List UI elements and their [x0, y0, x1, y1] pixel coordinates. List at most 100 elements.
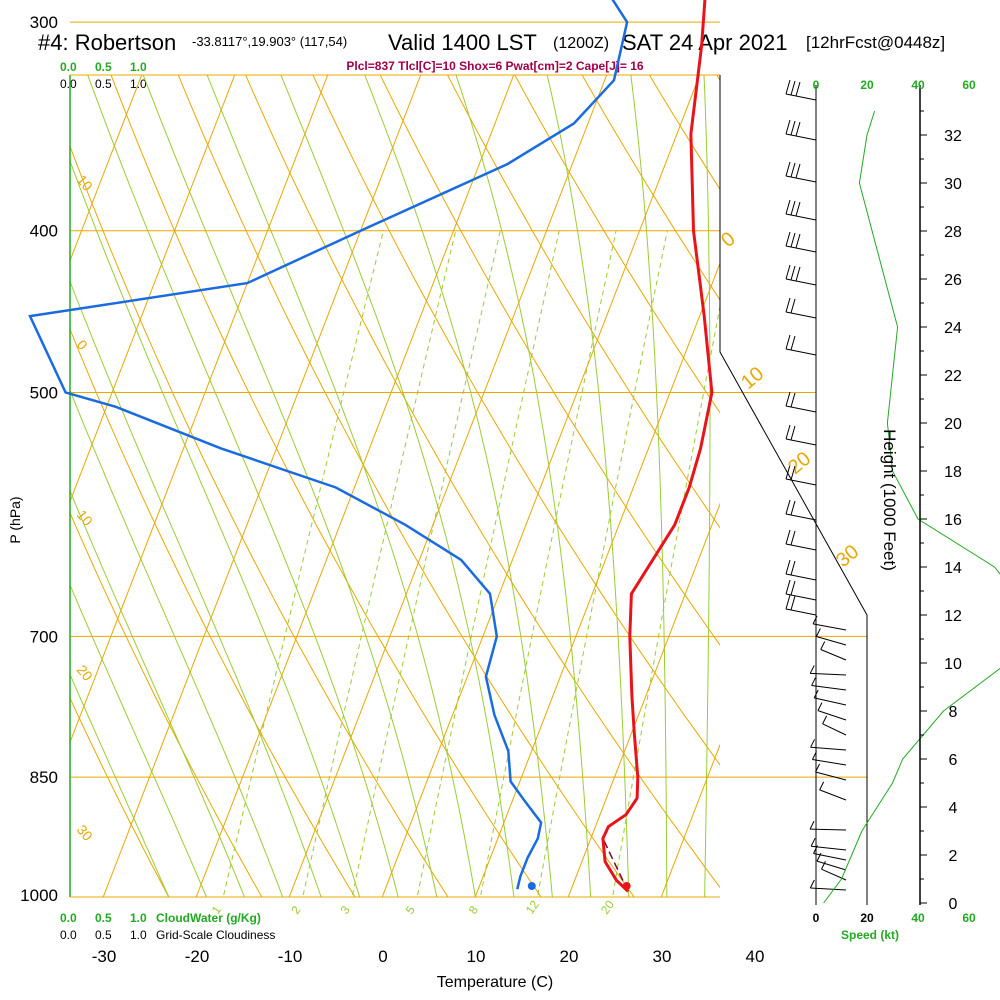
cloud-scale-bottom-black: 0.0 0.5 1.0 Grid-Scale Cloudiness — [60, 928, 275, 942]
x-axis-label: Temperature (C) — [437, 974, 553, 991]
height-tick-label: 32 — [944, 128, 962, 145]
wind-barb — [785, 199, 817, 221]
speed-axis-top: 0 20 40 60 — [813, 78, 976, 92]
chart-title-coords: -33.8117°,19.903° (117,54) — [192, 34, 347, 49]
moist-adiabat-line — [70, 583, 208, 897]
wind-barb — [785, 594, 817, 616]
mixing-ratio-line — [351, 230, 501, 896]
height-tick-label: 26 — [944, 272, 962, 289]
moist-adiabats — [70, 75, 711, 897]
height-tick-label: 30 — [944, 176, 962, 193]
wind-barb — [785, 499, 817, 521]
theta-label: 30 — [74, 822, 96, 844]
moist-adiabat-line — [142, 75, 438, 897]
temperature-tick-label: 20 — [560, 947, 579, 966]
dry-adiabat-line — [963, 0, 1000, 930]
dry-adiabat-line — [245, 75, 720, 889]
isotherm-line — [0, 0, 39, 930]
moist-adiabat-line — [87, 75, 399, 897]
isotherm-line — [474, 261, 720, 897]
speed-bottom-tick: 40 — [911, 911, 925, 925]
cloud-scale-top-green: 0.0 0.5 1.0 — [60, 60, 147, 74]
height-axis-label: Height (1000 Feet) — [880, 429, 899, 571]
cloud-scale-top-black-tick: 0.0 — [60, 77, 77, 91]
temperature-tick-label: 0 — [378, 947, 387, 966]
cloud-scale-bottom-black-tick: 0.0 — [60, 928, 77, 942]
mixing-ratio-lines — [223, 230, 720, 896]
height-tick-label: 8 — [949, 704, 958, 721]
series-parcel-line — [602, 838, 629, 892]
speed-bottom-tick: 20 — [860, 911, 874, 925]
moist-adiabat-line — [630, 75, 668, 897]
wind-barb — [785, 334, 817, 356]
isotherm-line — [70, 75, 329, 744]
wind-barb — [785, 297, 817, 319]
dry-adiabat-line — [70, 327, 356, 897]
wind-panel-outline — [719, 75, 868, 905]
wind-barb — [820, 641, 847, 661]
y-axis-label: P (hPa) — [7, 496, 23, 543]
height-tick-label: 2 — [949, 848, 958, 865]
chart-subtitle: Plcl=837 Tlcl[C]=10 Shox=6 Pwat[cm]=2 Ca… — [346, 59, 643, 73]
wind-barb — [822, 715, 847, 736]
thetae-label: 30 — [832, 541, 863, 572]
theta-label: 10 — [74, 172, 96, 194]
wind-barb — [813, 845, 847, 861]
wind-barb — [785, 464, 817, 486]
cloud-scale-bottom-green-tick: 0.5 — [95, 911, 112, 925]
dry-adiabat-line — [514, 75, 720, 414]
height-tick-label: 12 — [944, 608, 962, 625]
theta-label: 10 — [74, 507, 96, 529]
pressure-tick-label: 500 — [30, 383, 58, 402]
speed-bottom-tick: 60 — [962, 911, 976, 925]
height-tick-label: 4 — [949, 800, 958, 817]
wind-barb — [785, 424, 817, 446]
moist-adiabat-line — [70, 489, 246, 897]
cloud-scale-top-green-tick: 1.0 — [130, 60, 147, 74]
wind-barb — [785, 119, 817, 141]
moist-adiabat-line — [70, 389, 284, 897]
height-tick-label: 0 — [949, 896, 958, 913]
mixing-ratio-label: 3 — [337, 903, 352, 917]
cloud-scale-top-black: 0.0 0.5 1.0 — [60, 77, 147, 91]
surface-dewpoint-point — [527, 882, 536, 890]
series-temperature-line — [601, 0, 714, 893]
chart-title-date: SAT 24 Apr 2021 — [622, 30, 788, 55]
chart-title-valid: Valid 1400 LST — [388, 30, 537, 55]
theta-label: 20 — [74, 662, 96, 684]
dry-adiabat-line — [70, 511, 263, 897]
dry-adiabat-line — [70, 696, 170, 897]
wind-barb — [809, 820, 847, 831]
temperature-tick-label: 10 — [467, 947, 486, 966]
speed-profile-line — [823, 110, 1000, 904]
wind-barb — [817, 702, 847, 721]
cloud-scale-bottom-green-tick: 1.0 — [130, 911, 147, 925]
isotherm-line — [834, 0, 1000, 930]
theta-label: 0 — [74, 337, 91, 353]
pressure-tick-label: 400 — [30, 222, 58, 241]
cloud-scale-top-green-tick: 0.0 — [60, 60, 77, 74]
pressure-tick-label: 850 — [30, 768, 58, 787]
wind-barb — [785, 559, 817, 581]
moist-adiabat-line — [206, 75, 476, 897]
isotherm-line — [927, 0, 1000, 930]
dry-adiabat-line — [110, 75, 542, 897]
temperature-axis: -30 -20 -10 0 10 20 30 40 — [92, 947, 765, 966]
wind-barb — [809, 879, 847, 891]
isotherm-line — [288, 75, 608, 897]
wind-barb — [815, 628, 847, 646]
dry-adiabat-line — [648, 75, 720, 191]
cloud-scale-top-black-tick: 0.5 — [95, 77, 112, 91]
mixing-ratio-label: 12 — [523, 897, 542, 916]
isotherm-line — [102, 75, 422, 897]
isotherm-line — [195, 75, 515, 897]
speed-bottom-tick: 0 — [813, 911, 820, 925]
thetae-label: 10 — [737, 363, 768, 394]
moist-adiabat-line — [546, 75, 630, 897]
isotherm-line — [567, 502, 720, 897]
wind-barb — [811, 751, 847, 766]
temperature-tick-label: -10 — [278, 947, 303, 966]
cloud-scale-bottom-green: 0.0 0.5 1.0 CloudWater (g/Kg) — [60, 911, 261, 925]
